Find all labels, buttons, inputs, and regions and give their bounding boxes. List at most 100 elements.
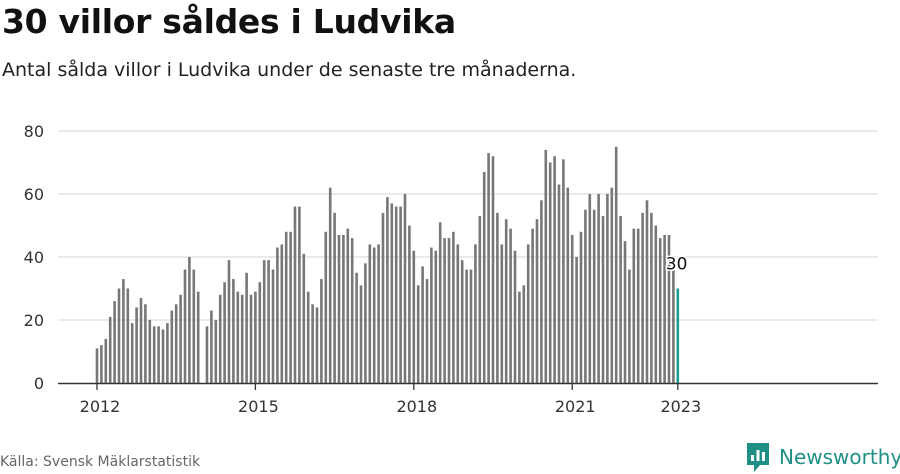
chart-subtitle: Antal sålda villor i Ludvika under de se… bbox=[2, 59, 577, 81]
bar bbox=[500, 244, 504, 383]
brand-name: Newsworthy bbox=[779, 445, 900, 469]
bar bbox=[152, 326, 156, 383]
bar bbox=[460, 260, 464, 383]
bar bbox=[540, 200, 543, 383]
bar bbox=[161, 329, 165, 383]
bar bbox=[227, 260, 231, 383]
bar bbox=[293, 206, 297, 383]
bar bbox=[95, 348, 99, 383]
bar bbox=[174, 304, 178, 383]
chart-title: 30 villor såldes i Ludvika bbox=[2, 2, 456, 41]
bar bbox=[311, 304, 314, 383]
bar bbox=[289, 231, 292, 383]
data-labels: 30 bbox=[664, 253, 689, 276]
bar bbox=[496, 212, 499, 383]
bar bbox=[342, 234, 345, 383]
bar bbox=[113, 301, 116, 383]
x-tick-label: 2023 bbox=[660, 397, 701, 416]
bar bbox=[223, 282, 226, 383]
x-tick-label: 2021 bbox=[555, 397, 596, 416]
bar bbox=[104, 338, 108, 383]
bar bbox=[240, 294, 244, 383]
bar bbox=[518, 291, 521, 383]
bar bbox=[192, 269, 196, 383]
bar bbox=[364, 263, 367, 383]
bar bbox=[408, 225, 411, 383]
bar bbox=[179, 294, 182, 383]
bar bbox=[166, 323, 169, 383]
bar bbox=[632, 228, 636, 383]
bar bbox=[412, 250, 416, 383]
bar bbox=[456, 244, 460, 383]
bar bbox=[320, 279, 323, 383]
bar bbox=[218, 294, 222, 383]
brand[interactable]: Newsworthy bbox=[745, 440, 900, 474]
bar bbox=[606, 194, 609, 383]
bar bbox=[553, 156, 556, 383]
bar bbox=[245, 272, 248, 383]
bar bbox=[465, 269, 468, 383]
bar bbox=[425, 279, 429, 383]
y-tick-label: 20 bbox=[24, 311, 44, 330]
bar bbox=[280, 244, 284, 383]
bar bbox=[390, 203, 394, 383]
bar bbox=[531, 228, 534, 383]
bar bbox=[438, 222, 442, 383]
bar bbox=[346, 228, 350, 383]
bar bbox=[509, 228, 512, 383]
bar bbox=[394, 206, 398, 383]
bar bbox=[434, 250, 438, 383]
bar bbox=[416, 285, 420, 383]
bar bbox=[443, 238, 446, 383]
bar bbox=[267, 260, 270, 383]
bar bbox=[645, 200, 649, 383]
bar bbox=[421, 266, 424, 383]
bar bbox=[324, 231, 328, 383]
bar bbox=[584, 209, 587, 383]
bar bbox=[214, 320, 218, 383]
bar bbox=[236, 291, 240, 383]
bar bbox=[610, 187, 614, 383]
bar bbox=[254, 291, 257, 383]
y-tick-label: 60 bbox=[24, 185, 44, 204]
bar bbox=[588, 194, 592, 383]
x-tick-label: 2018 bbox=[396, 397, 437, 416]
bar bbox=[196, 291, 200, 383]
bar bbox=[122, 279, 125, 383]
bar bbox=[399, 206, 402, 383]
bar bbox=[130, 323, 134, 383]
bar bbox=[557, 184, 561, 383]
bar bbox=[368, 244, 372, 383]
bar bbox=[148, 320, 152, 383]
bar bbox=[183, 269, 187, 383]
bar bbox=[210, 310, 213, 383]
bar bbox=[262, 260, 266, 383]
bar bbox=[601, 216, 605, 383]
bar bbox=[482, 171, 486, 383]
bar bbox=[619, 216, 622, 383]
bar bbox=[337, 234, 341, 383]
bar bbox=[284, 231, 288, 383]
bar bbox=[575, 257, 578, 383]
bar bbox=[544, 149, 548, 383]
bar bbox=[623, 241, 627, 383]
bar bbox=[381, 212, 385, 383]
bar bbox=[513, 250, 517, 383]
bar bbox=[504, 219, 508, 383]
y-tick-label: 40 bbox=[24, 248, 44, 267]
newsworthy-logo-icon bbox=[747, 443, 769, 472]
bar bbox=[170, 310, 174, 383]
y-tick-label: 0 bbox=[34, 374, 44, 393]
source-note: Källa: Svensk Mäklarstatistik bbox=[0, 454, 201, 470]
bar bbox=[258, 282, 262, 383]
bar bbox=[469, 269, 473, 383]
bar bbox=[491, 156, 495, 383]
bar-chart: 0 20 40 60 80 2012 2015 2018 2021 2023 30 bbox=[24, 122, 878, 416]
bars bbox=[95, 146, 680, 383]
bar bbox=[126, 288, 130, 383]
bar bbox=[430, 247, 433, 383]
bar bbox=[372, 247, 376, 383]
bar bbox=[654, 225, 658, 383]
bar bbox=[232, 279, 235, 383]
bar bbox=[487, 153, 490, 383]
